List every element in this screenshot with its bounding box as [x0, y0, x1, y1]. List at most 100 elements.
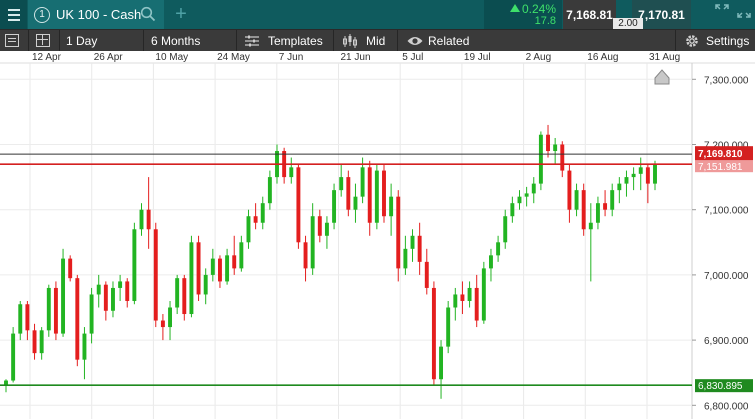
candle-up	[360, 167, 365, 197]
collapse-icon[interactable]	[737, 4, 751, 18]
x-tick-label: 21 Jun	[341, 52, 371, 63]
sidebar-icon[interactable]	[5, 34, 19, 47]
tab-market[interactable]: 1 UK 100 - Cash	[28, 0, 164, 29]
candle-up	[239, 242, 244, 269]
candle-down	[645, 167, 650, 184]
candle-up	[96, 284, 101, 295]
add-tab-icon[interactable]: +	[175, 3, 187, 25]
candle-up	[653, 164, 657, 184]
candle-down	[560, 144, 565, 171]
candle-up	[189, 242, 194, 315]
price-chart[interactable]: 12 Apr 26 Apr 10 May 24 May 7 Jun 21 Jun 5 Jul…	[0, 51, 755, 419]
menu-icon[interactable]	[0, 0, 27, 29]
candle-down	[603, 203, 608, 210]
x-tick-label: 19 Jul	[464, 52, 491, 63]
candle-down	[346, 177, 351, 210]
sell-price-button[interactable]: 7,168.81	[563, 0, 616, 29]
candle-up	[403, 248, 408, 269]
candle-up	[638, 167, 643, 174]
previous-close-label-bg	[695, 160, 753, 173]
candle-down	[546, 134, 550, 152]
candle-down	[25, 304, 30, 331]
candle-up	[489, 255, 493, 269]
settings-button[interactable]: Settings	[706, 34, 750, 48]
candle-up	[203, 274, 208, 295]
y-tick-label: 7,300.000	[704, 75, 749, 86]
candle-down	[32, 330, 37, 354]
candle-up	[389, 196, 394, 217]
candle-up	[289, 167, 294, 178]
candle-down	[232, 255, 237, 269]
candle-down	[125, 281, 130, 301]
candle-down	[153, 229, 158, 321]
candle-up	[339, 177, 344, 191]
candle-down	[253, 216, 258, 223]
y-tick-label: 7,100.000	[704, 206, 749, 217]
candlestick-chart[interactable]: 12 Apr 26 Apr 10 May 24 May 7 Jun 21 Jun 5 Jul…	[0, 51, 755, 419]
templates-button[interactable]: Templates	[268, 34, 323, 48]
x-tick-label: 12 Apr	[32, 52, 62, 63]
change-percent: 0.24%	[521, 2, 556, 16]
price-type-selector[interactable]: Mid	[366, 34, 386, 48]
up-arrow-icon	[510, 4, 520, 12]
candle-down	[382, 170, 386, 217]
candle-up	[11, 333, 16, 381]
candle-down	[160, 320, 165, 328]
candle-up	[595, 203, 600, 223]
x-tick-label: 24 May	[217, 52, 250, 63]
eye-icon	[407, 37, 423, 45]
candle-down	[317, 216, 322, 236]
search-icon[interactable]	[140, 6, 156, 22]
candle-down	[217, 258, 222, 282]
price-change: 0.24% 17.8	[484, 0, 562, 29]
candle-up	[410, 235, 415, 249]
x-tick-label: 5 Jul	[402, 52, 423, 63]
candle-up	[481, 268, 486, 321]
candle-down	[460, 294, 465, 301]
candle-up	[446, 307, 451, 347]
spread-value: 2.00	[613, 18, 643, 29]
candle-down	[53, 287, 58, 334]
x-tick-label: 7 Jun	[279, 52, 303, 63]
candle-up	[524, 193, 529, 197]
scroll-latest-icon[interactable]	[654, 69, 670, 85]
candle-up	[310, 216, 315, 269]
range-selector[interactable]: 6 Months	[151, 34, 201, 48]
candle-up	[553, 144, 558, 152]
candle-up	[61, 258, 66, 334]
y-tick-label: 7,000.000	[704, 271, 749, 282]
templates-icon	[245, 35, 259, 47]
interval-selector[interactable]: 1 Day	[66, 34, 98, 48]
candle-down	[303, 242, 308, 269]
candle-up	[260, 203, 265, 223]
candle-up	[574, 190, 579, 210]
x-tick-label: 31 Aug	[649, 52, 680, 63]
chart-toolbar: 1 Day 6 Months Templates Mid Related Set…	[0, 29, 755, 52]
gear-icon	[686, 35, 698, 47]
candle-down	[367, 167, 372, 223]
candle-up	[175, 278, 180, 308]
candle-up	[46, 287, 51, 331]
y-tick-label: 6,900.000	[704, 336, 749, 347]
candle-up	[89, 294, 94, 334]
related-button[interactable]: Related	[428, 34, 470, 48]
candle-down	[431, 287, 436, 380]
candle-up	[132, 229, 137, 301]
candle-up	[631, 173, 636, 178]
candle-up	[453, 294, 458, 308]
candle-up	[374, 170, 379, 223]
candle-down	[424, 261, 429, 288]
candle-down	[182, 278, 187, 315]
candle-up	[332, 190, 337, 223]
layout-icon[interactable]	[36, 34, 50, 47]
support-label: 6,830.895	[698, 381, 743, 392]
candle-down	[103, 284, 108, 311]
x-tick-label: 26 Apr	[94, 52, 124, 63]
candle-up	[538, 134, 543, 184]
x-tick-label: 2 Aug	[526, 52, 552, 63]
candle-up	[4, 380, 8, 386]
candle-down	[396, 196, 401, 269]
candle-up	[39, 330, 44, 354]
expand-icon[interactable]	[715, 4, 729, 18]
previous-close-label: 7,151.981	[698, 162, 743, 173]
